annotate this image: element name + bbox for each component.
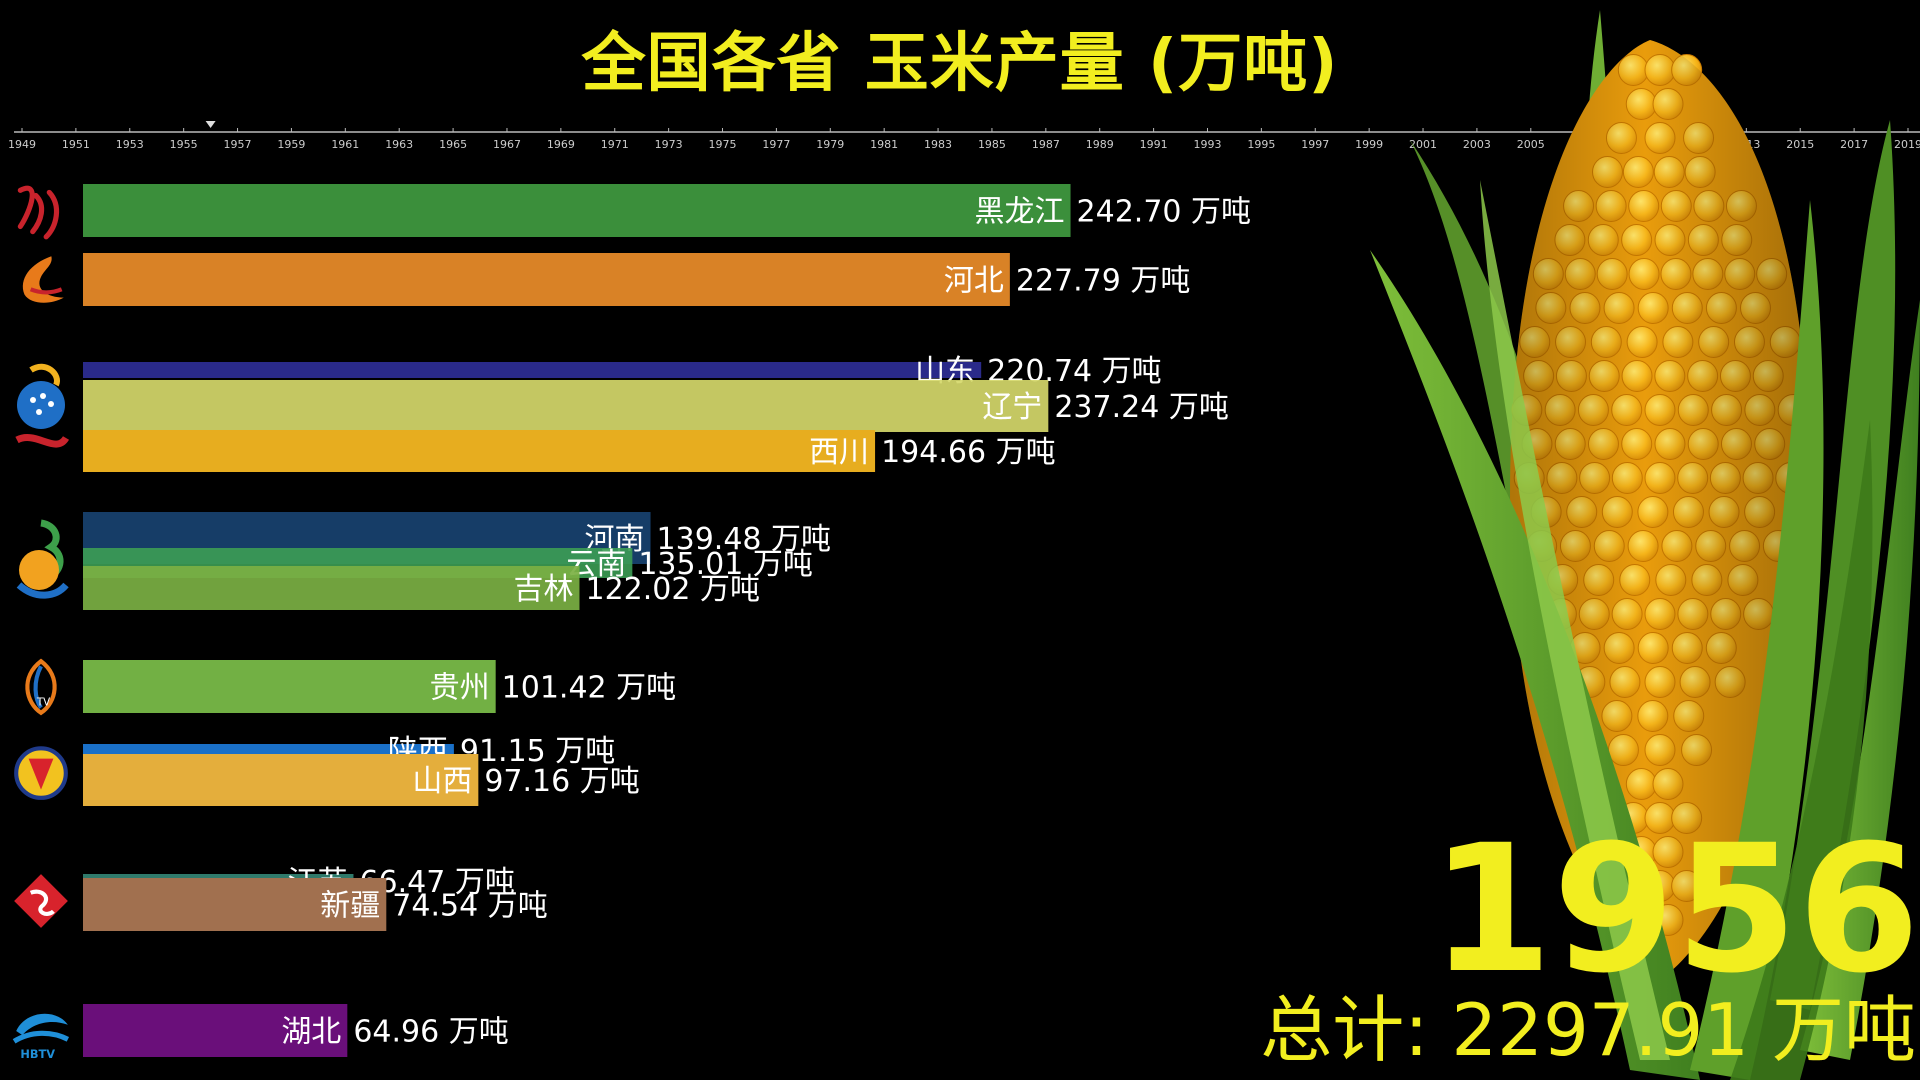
bar-group: 河北 227.79 万吨 (83, 253, 1190, 306)
timeline-tick-label: 2005 (1517, 138, 1545, 151)
bar-label: 河北 (944, 264, 1004, 299)
timeline-tick-label: 1959 (277, 138, 305, 151)
timeline-tick-label: 2003 (1463, 138, 1491, 151)
bar-value-label: 139.48 万吨 (657, 522, 832, 557)
hebei-logo-icon (22, 256, 64, 303)
timeline-tick-label: 2015 (1786, 138, 1814, 151)
timeline-tick-label: 1963 (385, 138, 413, 151)
bar-value-label: 122.02 万吨 (585, 572, 760, 607)
heilongjiang-logo-icon (17, 185, 60, 240)
timeline-tick-label: 1991 (1140, 138, 1168, 151)
timeline-tick-label: 1999 (1355, 138, 1383, 151)
bar-value-label: 135.01 万吨 (638, 547, 813, 582)
bar-group: 新疆 74.54 万吨 (83, 878, 548, 931)
bar-group: 山西 97.16 万吨 (83, 754, 640, 806)
timeline-tick-label: 2019 (1894, 138, 1920, 151)
bar (83, 1004, 348, 1057)
bar (83, 184, 1071, 237)
corn-cob-icon (1370, 10, 1920, 1080)
bar-group: 黑龙江 242.70 万吨 (83, 184, 1251, 237)
timeline-tick-label: 1951 (62, 138, 90, 151)
timeline-tick-label: 1981 (870, 138, 898, 151)
xinjiang-logo-icon (14, 874, 68, 928)
timeline-tick-label: 1979 (816, 138, 844, 151)
total-label: 总计: 2297.91 万吨 (1260, 988, 1916, 1072)
bar (83, 253, 1010, 306)
timeline-tick-label: 1965 (439, 138, 467, 151)
bar-label: 西川 (809, 435, 869, 470)
bar-label: 辽宁 (982, 390, 1042, 425)
timeline-tick-label: 2017 (1840, 138, 1868, 151)
timeline-tick-label: 1955 (170, 138, 198, 151)
timeline-tick-label: 1967 (493, 138, 521, 151)
timeline-tick-label: 1977 (762, 138, 790, 151)
bar (83, 362, 982, 378)
timeline-tick-label: 1961 (331, 138, 359, 151)
henan-logo-icon (16, 519, 69, 599)
bar-group: 陕西 91.15 万吨 (83, 734, 615, 769)
bar-value-label: 237.24 万吨 (1054, 390, 1229, 425)
shanxi-logo-icon (14, 746, 68, 800)
timeline-tick-label: 1985 (978, 138, 1006, 151)
bar-value-label: 91.15 万吨 (460, 734, 615, 769)
timeline-tick-label: 1957 (224, 138, 252, 151)
timeline-tick-label: 1987 (1032, 138, 1060, 151)
bar-value-label: 74.54 万吨 (392, 889, 547, 924)
bar-group: 吉林 122.02 万吨 (83, 566, 760, 610)
bar-group: 辽宁 237.24 万吨 (83, 380, 1229, 432)
timeline-tick-label: 1971 (601, 138, 629, 151)
hubei-logo-icon: HBTV (12, 1013, 70, 1061)
bar-label: 黑龙江 (975, 195, 1065, 230)
timeline-cursor[interactable] (205, 121, 216, 128)
bar (83, 660, 496, 713)
bar (83, 754, 479, 806)
guizhou-logo-icon: TV (25, 658, 57, 716)
svg-text:HBTV: HBTV (20, 1047, 55, 1061)
bar (83, 566, 580, 610)
bar-group: 贵州 101.42 万吨 (83, 660, 676, 713)
bar-label: 山西 (412, 764, 472, 799)
bar (83, 430, 876, 472)
timeline-tick-label: 1969 (547, 138, 575, 151)
bar-value-label: 101.42 万吨 (502, 671, 677, 706)
bar-value-label: 194.66 万吨 (881, 435, 1056, 470)
timeline-tick-label: 1993 (1193, 138, 1221, 151)
timeline-tick-label: 1989 (1086, 138, 1114, 151)
bar-value-label: 242.70 万吨 (1077, 195, 1252, 230)
bar-group: 湖北 64.96 万吨 (83, 1004, 509, 1057)
bar (83, 380, 1049, 432)
bar (83, 744, 454, 756)
svg-text:TV: TV (36, 697, 50, 709)
bar (83, 878, 387, 931)
timeline-tick-label: 2001 (1409, 138, 1437, 151)
timeline-tick-label: 1953 (116, 138, 144, 151)
bar-value-label: 227.79 万吨 (1016, 264, 1191, 299)
chart-title: 全国各省 玉米产量 (万吨) (581, 27, 1339, 101)
current-year: 1956 (1430, 807, 1920, 1012)
bar-label: 贵州 (430, 671, 490, 706)
timeline-tick-label: 1997 (1301, 138, 1329, 151)
timeline-tick-label: 1995 (1247, 138, 1275, 151)
bar-value-label: 97.16 万吨 (484, 764, 639, 799)
timeline-tick-label: 1975 (709, 138, 737, 151)
timeline-tick-label: 1949 (8, 138, 36, 151)
timeline-tick-label: 1973 (655, 138, 683, 151)
shandong-logo-icon (15, 363, 70, 448)
bar-label: 吉林 (513, 572, 573, 607)
timeline-tick-label: 1983 (924, 138, 952, 151)
bar-group: 西川 194.66 万吨 (83, 430, 1056, 472)
bar-label: 湖北 (281, 1015, 341, 1050)
bar-value-label: 64.96 万吨 (353, 1015, 508, 1050)
bar-label: 新疆 (320, 889, 380, 924)
